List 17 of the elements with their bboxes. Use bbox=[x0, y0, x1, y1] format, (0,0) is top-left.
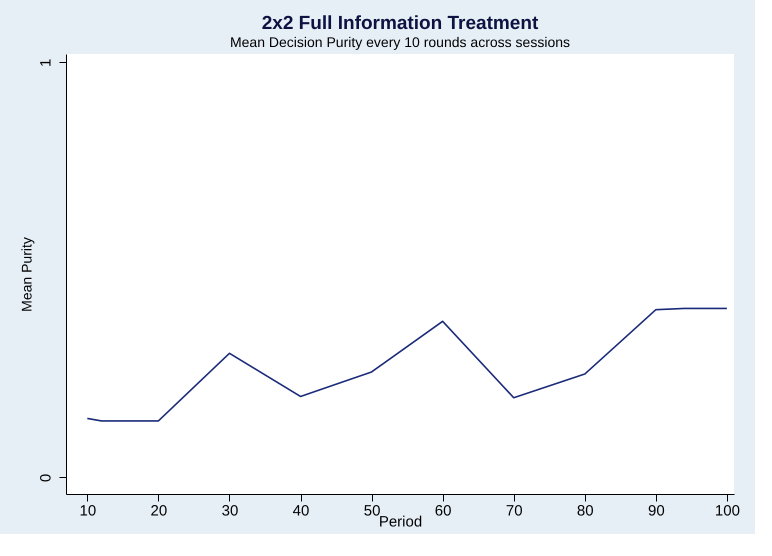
x-axis-title: Period bbox=[378, 514, 422, 530]
x-tick-label: 100 bbox=[714, 502, 740, 520]
x-tick-label: 50 bbox=[364, 502, 380, 520]
line-series bbox=[86, 308, 728, 422]
x-tick-label: 40 bbox=[292, 502, 310, 520]
x-tick-label: 10 bbox=[79, 502, 96, 520]
x-tick-label: 90 bbox=[648, 502, 665, 520]
y-tick-label: 0 bbox=[38, 474, 54, 482]
y-axis-title: Mean Purity bbox=[18, 237, 34, 312]
y-tick-label: 1 bbox=[38, 58, 54, 67]
x-tick-label: 20 bbox=[150, 502, 168, 520]
chart-subtitle: Mean Decision Purity every 10 rounds across sessions bbox=[230, 34, 570, 50]
chart-title: 2x2 Full Information Treatment bbox=[262, 13, 539, 34]
x-tick-label: 60 bbox=[434, 502, 452, 520]
x-tick-label: 80 bbox=[576, 502, 594, 520]
x-tick-label: 30 bbox=[222, 502, 238, 520]
x-tick-label: 70 bbox=[506, 502, 523, 520]
